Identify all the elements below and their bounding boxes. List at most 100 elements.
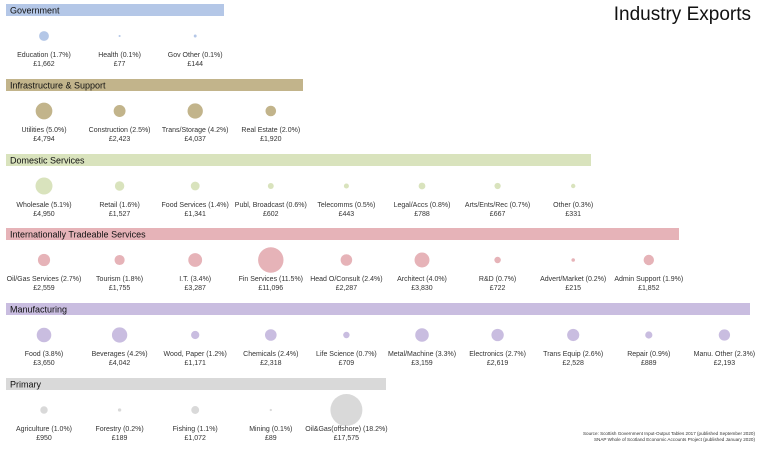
bubble [191,406,200,414]
bubble-value-label: £144 [187,61,203,68]
bubble [414,252,430,268]
bubble-value-label: £331 [565,211,581,218]
bubble [114,254,125,266]
group-header-label: Domestic Services [10,155,85,165]
bubble-label: Fin Services (11.5%) [239,276,303,283]
bubble-value-label: £443 [339,211,355,218]
bubble-label: Utilities (5.0%) [21,127,66,134]
bubble-label: Oil/Gas Services (2.7%) [7,276,82,283]
bubble-value-label: £215 [565,285,581,292]
bubble-value-label: £2,528 [562,360,584,367]
bubble [191,330,200,340]
bubble-label: Food (3.8%) [25,351,64,358]
bubble [40,406,48,414]
bubble-label: Trans/Storage (4.2%) [162,127,229,134]
bubble-value-label: £4,037 [184,136,206,143]
bubble [267,183,274,189]
bubble-label: Telecomms (0.5%) [317,202,375,209]
chart-title: Industry Exports [613,4,751,25]
bubble-value-label: £2,318 [260,360,282,367]
bubble-value-label: £667 [490,211,506,218]
bubble-label: Oil&Gas(offshore) (18.2%) [305,426,387,433]
bubble [571,258,575,262]
bubble-label: Head O/Consult (2.4%) [310,276,382,283]
bubble-value-label: £2,193 [714,360,736,367]
bubble-value-label: £1,852 [638,285,660,292]
bubble-label: Retail (1.6%) [99,202,139,209]
source-note: Source: Scottish Government Input-Output… [583,431,755,443]
bubble [265,105,277,117]
bubble-label: Repair (0.9%) [627,351,670,358]
bubble [117,408,122,412]
bubble [643,254,654,266]
bubble [415,328,429,342]
bubble-value-label: £11,096 [258,285,283,292]
bubble [118,34,121,38]
bubble-label: Gov Other (0.1%) [168,52,223,59]
group-header-band [6,378,386,390]
bubble [571,183,576,189]
bubble [264,329,277,341]
bubble [494,182,501,190]
bubble-label: Education (1.7%) [17,52,71,59]
bubble-value-label: £1,072 [184,435,206,442]
bubble-value-label: £4,042 [109,360,131,367]
bubble [645,331,653,339]
bubble [111,327,128,343]
bubble-label: Mining (0.1%) [249,426,292,433]
group-header-label: Infrastructure & Support [10,80,106,90]
bubble [567,328,580,342]
bubble-value-label: £1,662 [33,61,55,68]
bubble-label: Publ, Broadcast (0.6%) [235,202,307,209]
source-line: Source: Scottish Government Input-Output… [582,431,755,436]
bubble-value-label: £602 [263,211,279,218]
bubble-value-label: £1,171 [184,360,206,367]
bubble-label: Architect (4.0%) [397,276,447,283]
group-header-label: Internationally Tradeable Services [10,229,146,239]
bubble-label: Advert/Market (0.2%) [540,276,606,283]
bubble [114,181,125,191]
bubble [187,103,203,119]
group-header-band [6,79,303,91]
bubble-label: Tourism (1.8%) [96,276,143,283]
bubble-label: Beverages (4.2%) [92,351,148,358]
bubble-value-label: £889 [641,360,657,367]
bubble-value-label: £4,794 [33,136,55,143]
bubble [330,394,363,426]
bubble-value-label: £2,619 [487,360,509,367]
bubble [188,253,203,267]
bubble [418,182,426,190]
bubble-value-label: £950 [36,435,52,442]
bubble-value-label: £722 [490,285,506,292]
bubble [39,31,49,41]
bubble-value-label: £4,950 [33,211,55,218]
bubble-label: Electronics (2.7%) [469,351,526,358]
bubble [343,331,350,339]
bubble-label: Trans Equip (2.6%) [543,351,603,358]
bubble-label: Food Services (1.4%) [162,202,229,209]
bubble [494,256,501,264]
bubble-label: Real Estate (2.0%) [241,127,300,134]
bubble-label: Construction (2.5%) [89,127,151,134]
group-header-band [6,228,679,240]
bubble-label: Agriculture (1.0%) [16,426,72,433]
bubble [340,254,353,266]
bubble-label: Arts/Ents/Rec (0.7%) [465,202,530,209]
bubble-label: Life Science (0.7%) [316,351,377,358]
bubble-value-label: £189 [112,435,128,442]
bubble [190,181,200,191]
bubble-value-label: £1,341 [184,211,206,218]
bubble-value-label: £709 [339,360,355,367]
bubble-value-label: £1,920 [260,136,282,143]
bubble-label: I.T. (3.4%) [179,276,211,283]
bubble [193,34,197,38]
bubble [37,253,51,267]
bubble [491,328,504,342]
bubble-value-label: £77 [114,61,126,68]
bubble [343,183,349,189]
bubble-label: Forestry (0.2%) [95,426,143,433]
bubble [35,177,53,195]
bubble-label: Health (0.1%) [98,52,141,59]
group-header-label: Primary [10,379,41,389]
